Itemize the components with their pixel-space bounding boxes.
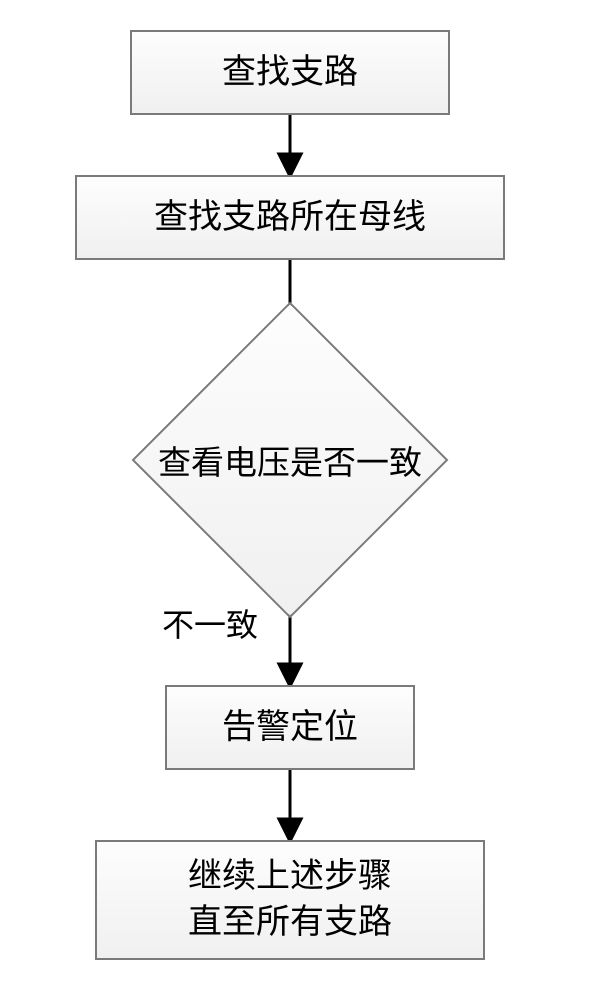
edge-label-mismatch: 不一致 [138, 600, 258, 646]
node-find-branch: 查找支路 [130, 30, 450, 115]
node-alarm-locate: 告警定位 [165, 685, 415, 770]
node-continue-steps: 继续上述步骤 直至所有支路 [95, 840, 485, 960]
node-label: 告警定位 [222, 705, 358, 751]
node-find-bus: 查找支路所在母线 [75, 175, 505, 260]
node-label: 继续上述步骤 直至所有支路 [188, 854, 392, 946]
flowchart-canvas: 查找支路 查找支路所在母线 查看电压是否一致 不一致 告警定位 继续上述步骤 直… [0, 0, 604, 1000]
node-label: 查找支路所在母线 [154, 195, 426, 241]
edge-label-text: 不一致 [162, 607, 258, 643]
node-check-voltage-diamond [132, 302, 449, 619]
node-label: 查找支路 [222, 50, 358, 96]
